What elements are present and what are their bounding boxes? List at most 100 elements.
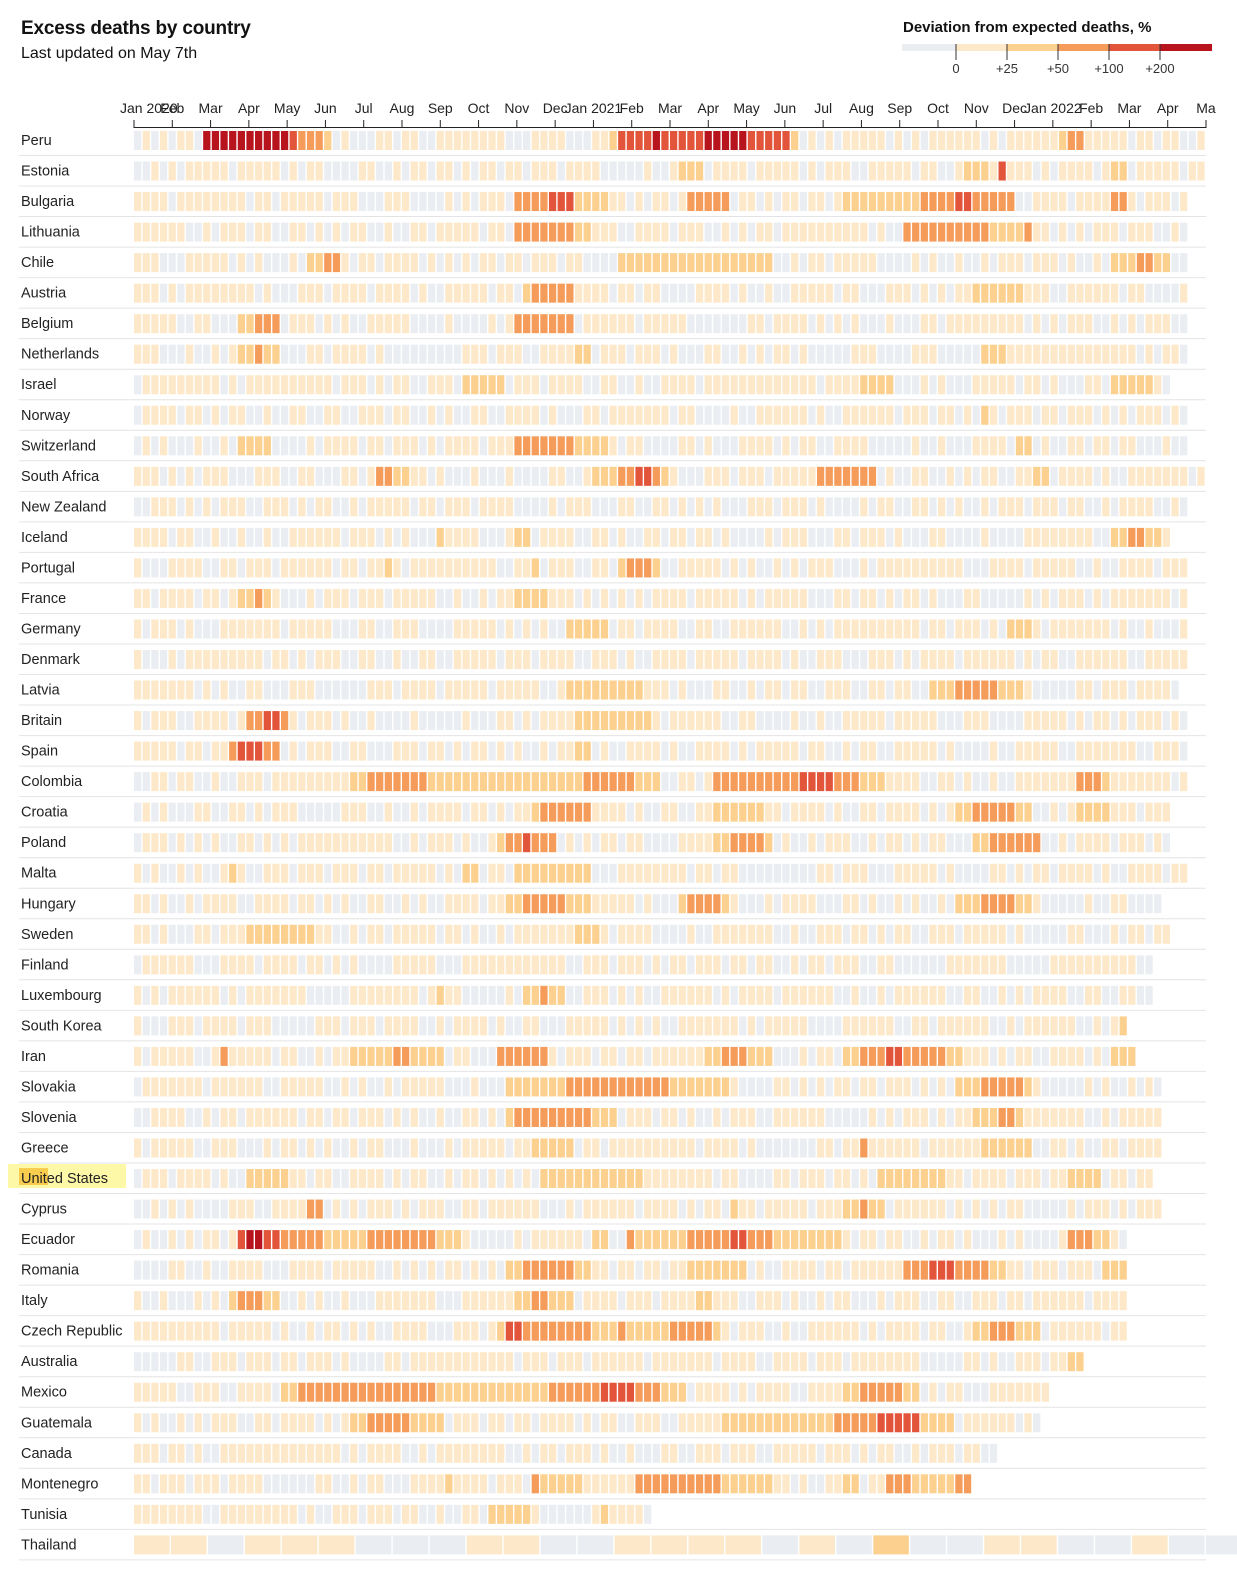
heatmap-cell bbox=[384, 1107, 392, 1127]
heatmap-cell bbox=[367, 619, 375, 639]
heatmap-cell bbox=[185, 253, 194, 273]
heatmap-cell bbox=[445, 375, 453, 395]
heatmap-cell bbox=[142, 1138, 150, 1158]
heatmap-cell bbox=[134, 222, 142, 242]
heatmap-cell bbox=[782, 833, 790, 853]
heatmap-cell bbox=[652, 985, 660, 1005]
heatmap-cell bbox=[877, 1077, 885, 1097]
heatmap-cell bbox=[687, 1016, 695, 1036]
heatmap-cell bbox=[523, 955, 531, 975]
heatmap-cell bbox=[644, 985, 652, 1005]
heatmap-cell bbox=[1162, 863, 1171, 883]
heatmap-cell bbox=[436, 344, 444, 364]
heatmap-cell bbox=[713, 192, 721, 212]
heatmap-cell bbox=[229, 1321, 237, 1341]
heatmap-cell bbox=[782, 436, 790, 456]
heatmap-cell bbox=[695, 436, 704, 456]
heatmap-cell bbox=[479, 497, 488, 517]
heatmap-cell bbox=[765, 1107, 773, 1127]
heatmap-cell bbox=[289, 955, 297, 975]
heatmap-cell bbox=[773, 985, 781, 1005]
heatmap-cell bbox=[825, 1107, 833, 1127]
heatmap-cell bbox=[886, 1199, 894, 1219]
heatmap-cell bbox=[1059, 955, 1067, 975]
heatmap-cell bbox=[1033, 1230, 1041, 1250]
heatmap-cell bbox=[1093, 1260, 1101, 1280]
heatmap-cell bbox=[574, 466, 583, 486]
heatmap-cell bbox=[488, 650, 496, 670]
month-label: May bbox=[274, 100, 300, 116]
heatmap-cell bbox=[1171, 558, 1179, 578]
heatmap-cell bbox=[1136, 527, 1145, 547]
heatmap-cell bbox=[687, 1107, 695, 1127]
heatmap-cell bbox=[1050, 222, 1058, 242]
heatmap-cell bbox=[938, 497, 946, 517]
heatmap-cell bbox=[1041, 1107, 1049, 1127]
heatmap-cell bbox=[548, 1169, 557, 1189]
heatmap-cell bbox=[427, 1260, 436, 1280]
heatmap-cell bbox=[453, 405, 462, 425]
heatmap-cell bbox=[1180, 711, 1188, 731]
heatmap-cell bbox=[298, 863, 306, 883]
heatmap-cell bbox=[497, 588, 505, 608]
heatmap-cell bbox=[1093, 1016, 1101, 1036]
heatmap-cell bbox=[315, 497, 323, 517]
heatmap-cell bbox=[791, 588, 799, 608]
heatmap-cell bbox=[497, 924, 505, 944]
heatmap-cell bbox=[280, 894, 289, 914]
heatmap-cell bbox=[860, 1260, 868, 1280]
heatmap-cell bbox=[1050, 1199, 1058, 1219]
country-label: Sweden bbox=[21, 927, 73, 943]
heatmap-cell bbox=[574, 619, 583, 639]
heatmap-cell bbox=[306, 192, 315, 212]
heatmap-cell bbox=[1084, 253, 1093, 273]
heatmap-cell bbox=[1033, 985, 1041, 1005]
heatmap-cell bbox=[920, 1107, 928, 1127]
heatmap-cell bbox=[367, 1046, 375, 1066]
heatmap-cell bbox=[1024, 497, 1032, 517]
heatmap-cell bbox=[574, 497, 583, 517]
heatmap-cell bbox=[765, 1169, 773, 1189]
heatmap-cell bbox=[574, 1107, 583, 1127]
heatmap-cell bbox=[315, 955, 323, 975]
heatmap-cell bbox=[548, 619, 557, 639]
heatmap-cell bbox=[540, 1138, 548, 1158]
heatmap-cell bbox=[886, 1107, 894, 1127]
heatmap-cell bbox=[1024, 283, 1032, 303]
heatmap-cell bbox=[134, 802, 142, 822]
heatmap-cell bbox=[168, 1230, 176, 1250]
heatmap-cell bbox=[920, 863, 928, 883]
heatmap-cell bbox=[1102, 619, 1110, 639]
heatmap-cell bbox=[1093, 955, 1101, 975]
heatmap-cell bbox=[194, 436, 202, 456]
heatmap-cell bbox=[194, 650, 202, 670]
heatmap-cell bbox=[877, 772, 885, 792]
heatmap-cell bbox=[791, 1260, 799, 1280]
heatmap-cell bbox=[289, 711, 297, 731]
heatmap-cell bbox=[185, 344, 194, 364]
heatmap-cell bbox=[367, 985, 375, 1005]
heatmap-cell bbox=[618, 1107, 626, 1127]
heatmap-cell bbox=[358, 985, 367, 1005]
heatmap-cell bbox=[989, 619, 998, 639]
heatmap-cell bbox=[1154, 680, 1162, 700]
heatmap-cell bbox=[471, 497, 479, 517]
heatmap-cell bbox=[185, 1046, 194, 1066]
heatmap-cell bbox=[436, 833, 444, 853]
heatmap-cell bbox=[756, 802, 764, 822]
heatmap-cell bbox=[280, 1291, 289, 1311]
heatmap-cell bbox=[393, 985, 401, 1005]
heatmap-cell bbox=[730, 161, 738, 181]
heatmap-cell bbox=[358, 558, 367, 578]
heatmap-cell bbox=[825, 344, 833, 364]
heatmap-cell bbox=[177, 1260, 185, 1280]
heatmap-cell bbox=[998, 741, 1006, 761]
heatmap-cell bbox=[453, 772, 462, 792]
heatmap-cell bbox=[1162, 131, 1171, 150]
heatmap-cell bbox=[713, 1230, 721, 1250]
heatmap-cell bbox=[756, 314, 764, 334]
heatmap-cell bbox=[1033, 1016, 1041, 1036]
heatmap-cell bbox=[929, 772, 937, 792]
heatmap-cell bbox=[955, 466, 963, 486]
heatmap-cell bbox=[704, 833, 712, 853]
